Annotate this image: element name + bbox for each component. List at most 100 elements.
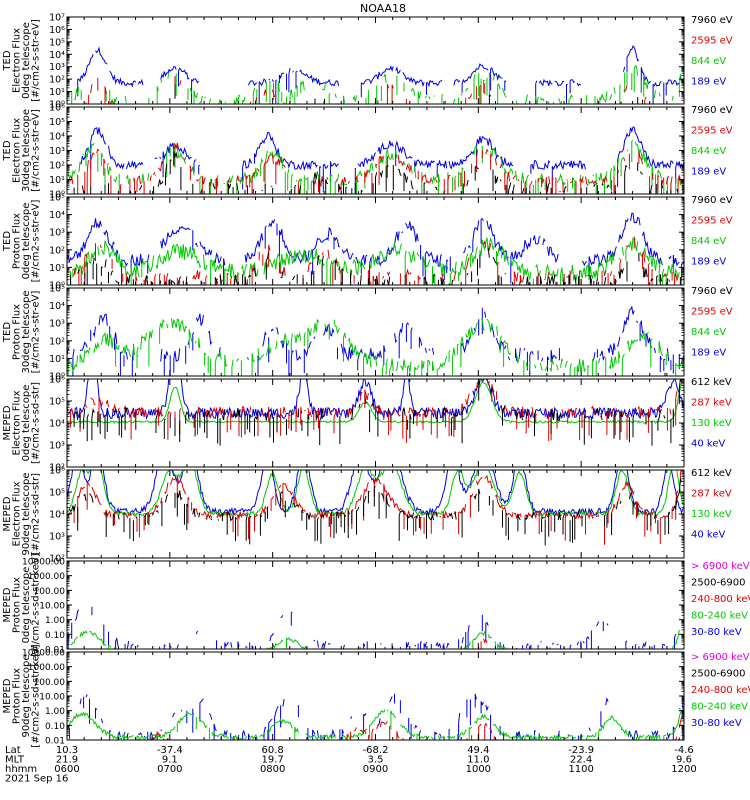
footer-lat-value: -68.2 [363, 745, 389, 756]
panel-7-legend-entry: 240-800 keV [691, 594, 750, 605]
panel-4-ylabel-line: Proton Flux [12, 304, 23, 360]
panel-1-ytick-label: 10⁰ [49, 100, 65, 111]
panel-7-series-2 [67, 619, 684, 649]
chart-panel-8: 0.010.101.0010.00100.001000.0010000.00ME… [2, 644, 750, 747]
footer-lat-value: -37.4 [157, 745, 183, 756]
panel-4-legend-entry: 7960 eV [691, 286, 733, 297]
panel-8-legend-entry: 240-800 keV [691, 685, 750, 696]
panel-4-ytick-label: 10⁵ [49, 284, 65, 295]
panel-2-ylabel-line: 30deg telescope [21, 109, 32, 192]
panel-4-legend-entry: 189 eV [691, 348, 726, 359]
panel-4-series-3 [67, 374, 683, 382]
panel-5-ylabel-line: MEPED [2, 405, 13, 440]
panel-1-series-4 [174, 84, 643, 104]
panel-4-legend-entry: 2595 eV [691, 307, 733, 318]
panel-1-ytick-label: 10⁷ [49, 13, 65, 24]
panel-6-legend-entry: 287 keV [691, 489, 732, 500]
panel-2-ytick-label: 10¹ [49, 175, 65, 186]
panel-3-series-3 [67, 237, 683, 285]
panel-1-data [71, 45, 684, 104]
panel-1-ylabel-line: [#/cm2-s-str-eV] [31, 19, 42, 102]
panel-2-ylabel-line: TED [2, 140, 13, 161]
panel-8-series-1 [68, 693, 684, 740]
panel-2-ytick-label: 10² [49, 161, 65, 172]
panel-2-ylabel-line: Electron Flux [12, 118, 23, 183]
panel-6-ytick-label: 10⁴ [49, 510, 65, 521]
panel-1-ylabel-line: 0deg telescope [21, 22, 32, 99]
panel-8-ytick-label: 0.10 [45, 722, 65, 732]
footer-row-label: 2021 Sep 16 [5, 774, 68, 785]
panel-3-series-2 [67, 236, 684, 285]
panel-6-series-3 [67, 470, 684, 545]
panel-8-legend-entry: 2500-6900 [691, 669, 746, 680]
footer-hhmm-value: 0600 [54, 764, 79, 775]
footer-mlt-value: 19.7 [262, 755, 284, 766]
panel-2-legend-entry: 2595 eV [691, 126, 733, 137]
footer-row-label: hhmm [5, 764, 37, 775]
footer-mlt-value: 9.1 [162, 755, 178, 766]
footer-lat-value: -23.9 [568, 745, 594, 756]
panel-3-ytick-label: 10² [49, 245, 65, 256]
panel-5-legend-entry: 130 keV [691, 418, 732, 429]
panel-1-legend-entry: 7960 eV [691, 15, 733, 26]
panel-2-series-4 [73, 151, 684, 194]
panel-4-series-2 [67, 318, 684, 376]
panel-8-ylabel-line: MEPED [2, 678, 13, 713]
panel-2-ytick-label: 10⁰ [49, 190, 65, 201]
panel-8-ytick-label: 1.00 [45, 707, 65, 717]
panel-4-ylabel-line: TED [2, 322, 13, 343]
panel-2-ylabel-line: [#/cm2-s-str-eV] [31, 109, 42, 192]
panel-1-legend-entry: 2595 eV [691, 36, 733, 47]
panel-7-ylabel-line: Proton Flux [12, 577, 23, 633]
panel-8-ylabel-line: 90deg telescope [21, 654, 32, 737]
panel-5-ylabel-line: 0deg telescope [21, 385, 32, 462]
panel-7-ytick-label: 100.00 [34, 587, 66, 597]
panel-3-legend-entry: 2595 eV [691, 216, 733, 227]
panel-1-ytick-label: 10⁴ [49, 50, 65, 61]
panel-3-ytick-label: 10⁵ [49, 193, 65, 204]
panel-8-series-4 [376, 728, 684, 740]
panel-5-ytick-label: 10³ [49, 441, 65, 452]
panel-2-legend-entry: 844 eV [691, 146, 726, 157]
panel-2-ytick-label: 10³ [49, 146, 65, 157]
panel-2-series-3 [67, 142, 684, 194]
panel-5-series-3 [67, 375, 683, 443]
panel-7-ytick-label: 1000.00 [28, 572, 65, 582]
panel-7-ytick-label: 0.10 [45, 631, 65, 641]
panel-4-ylabel-line: [#/cm2-s-str-eV] [31, 291, 42, 374]
footer-lat-value: 60.8 [262, 745, 284, 756]
panel-6-legend-entry: 40 keV [691, 530, 725, 541]
panel-4-legend-entry: 844 eV [691, 327, 726, 338]
panel-3-ylabel-line: Proton Flux [12, 213, 23, 269]
panel-8-ytick-label: 100.00 [34, 678, 66, 688]
panel-8-legend-entry: 80-240 keV [691, 702, 748, 713]
panel-6-ylabel-line: [#/cm2-s-sd-str] [31, 473, 42, 555]
panel-7-series-5 [128, 654, 681, 656]
panel-5-ytick-label: 10⁶ [49, 375, 65, 386]
panel-2-ytick-label: 10⁵ [49, 117, 65, 128]
panel-2-data [67, 126, 684, 194]
panel-2-legend-entry: 7960 eV [691, 105, 733, 116]
panel-5-legend-entry: 40 keV [691, 439, 725, 450]
panel-4-ytick-label: 10⁰ [49, 372, 65, 383]
panel-2-ytick-label: 10⁴ [49, 132, 65, 143]
panel-1-ytick-label: 10⁵ [49, 37, 65, 48]
panel-1-ytick-label: 10² [49, 75, 65, 86]
panel-6-ytick-label: 10⁶ [49, 466, 65, 477]
footer-lat-value: 49.4 [467, 745, 489, 756]
panel-5-series-4 [73, 379, 683, 446]
panel-1-ytick-label: 10³ [49, 62, 65, 73]
panel-3-ytick-label: 10¹ [49, 263, 65, 274]
footer-mlt-value: 21.9 [56, 755, 78, 766]
panel-5-ylabel-line: [#/cm2-s-sd-str] [31, 382, 42, 464]
footer-hhmm-value: 1000 [466, 764, 491, 775]
panel-8-ytick-label: 10.00 [39, 693, 65, 703]
panel-6-ylabel-line: MEPED [2, 496, 13, 531]
